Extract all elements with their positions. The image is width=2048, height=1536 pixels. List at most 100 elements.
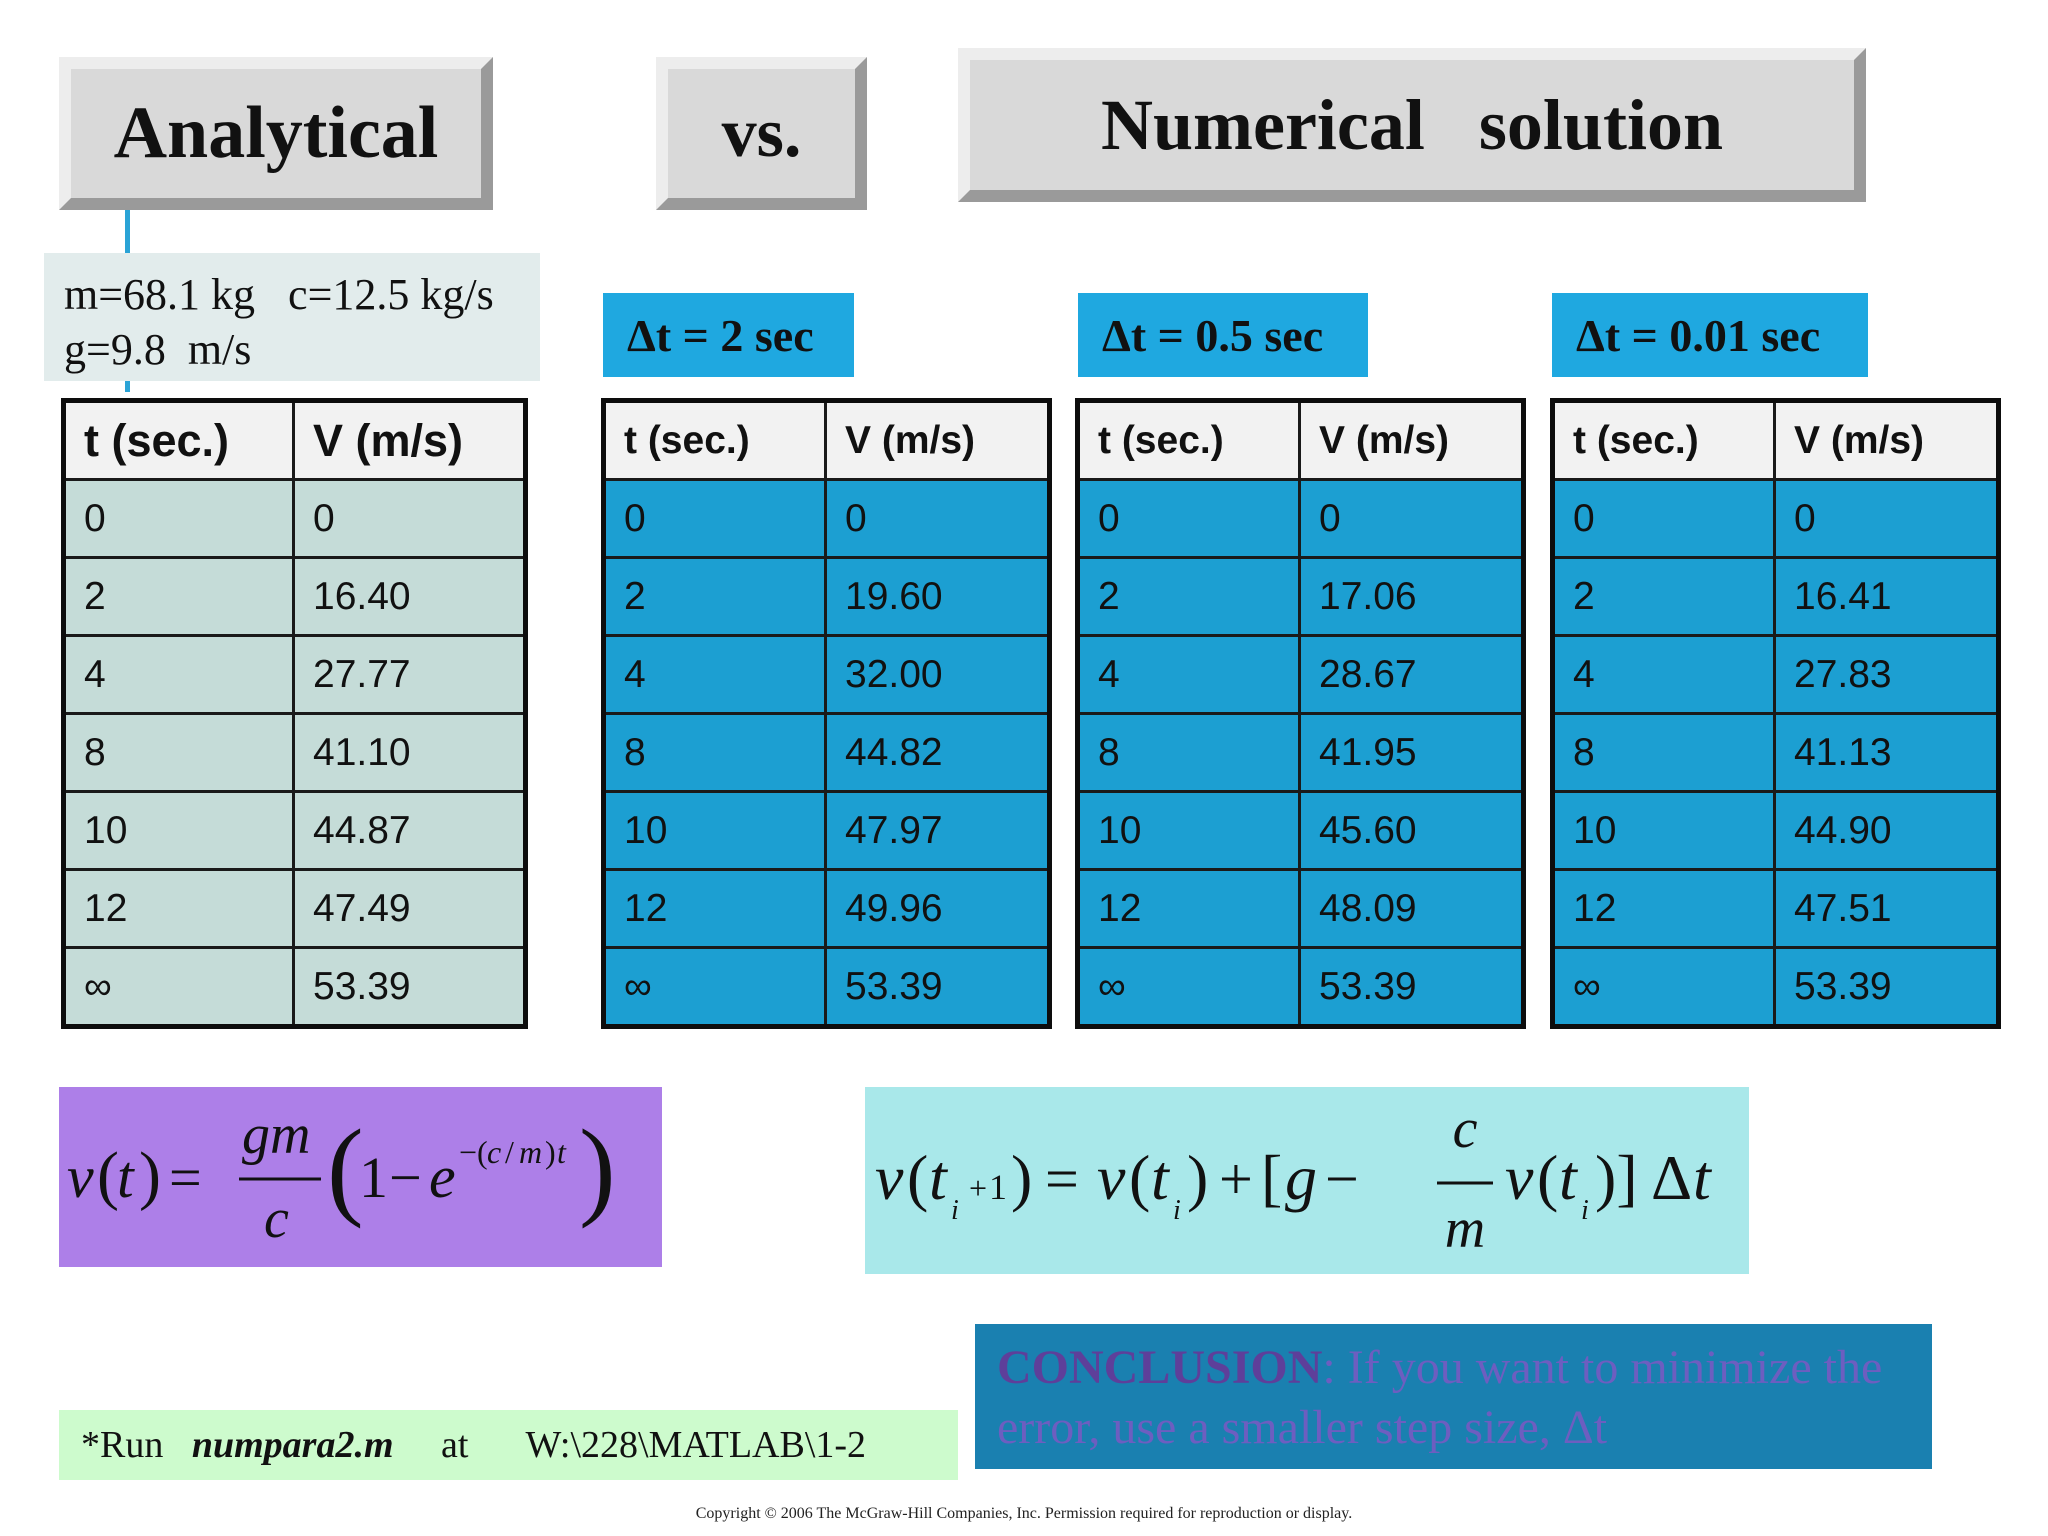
svg-text:): ) <box>139 1139 161 1212</box>
table-row: 2 19.60 <box>602 556 1051 637</box>
vs-header: vs. <box>656 57 867 210</box>
table-row: 4 27.83 <box>1551 634 2000 715</box>
cell-t: 2 <box>1076 556 1301 637</box>
svg-text:(: ( <box>907 1142 928 1213</box>
svg-text:t: t <box>1559 1142 1579 1213</box>
cell-t: 2 <box>602 556 827 637</box>
cell-v: 45.60 <box>1298 790 1525 871</box>
cell-t: 10 <box>1076 790 1301 871</box>
numerical-title: Numerical solution <box>1101 84 1723 165</box>
header-v: V (m/s) <box>292 399 527 481</box>
table-row: 8 41.13 <box>1551 712 2000 793</box>
cell-t: 12 <box>602 868 827 949</box>
svg-text:e: e <box>429 1144 456 1210</box>
dt-label-text: Δt = 0.5 sec <box>1102 309 1324 361</box>
cell-v: 41.10 <box>292 712 527 793</box>
table-row: 10 45.60 <box>1076 790 1525 871</box>
table-header-row: t (sec.) V (m/s) <box>1551 399 2000 481</box>
header-t: t (sec.) <box>602 399 827 481</box>
svg-text:t: t <box>1151 1142 1171 1213</box>
svg-text:): ) <box>1011 1142 1032 1213</box>
svg-text:g: g <box>1285 1142 1317 1213</box>
cell-v: 0 <box>292 478 527 559</box>
svg-text:i: i <box>1173 1195 1181 1226</box>
svg-text:c: c <box>1453 1098 1478 1160</box>
svg-text:+: + <box>969 1170 987 1206</box>
cell-v: 19.60 <box>824 556 1051 637</box>
table-row: 12 47.49 <box>62 868 527 949</box>
cell-t: 8 <box>1076 712 1301 793</box>
cell-v: 47.51 <box>1773 868 2000 949</box>
svg-text:): ) <box>1187 1142 1208 1213</box>
conclusion-box: CONCLUSION: If you want to minimize the … <box>975 1324 1932 1469</box>
cell-v: 41.95 <box>1298 712 1525 793</box>
cell-t: 2 <box>62 556 295 637</box>
numerical-formula: v ( t i + 1 ) = v ( t i ) + [ g − c m v … <box>865 1087 1749 1274</box>
table-row: 4 28.67 <box>1076 634 1525 715</box>
cell-t: 0 <box>1076 478 1301 559</box>
cell-v: 27.77 <box>292 634 527 715</box>
table-header-row: t (sec.) V (m/s) <box>62 399 527 481</box>
run-script: numpara2.m <box>191 1424 394 1466</box>
params-line-2: g=9.8 m/s <box>64 325 252 374</box>
connector-line-lower <box>125 380 130 392</box>
analytical-formula-graphic: v ( t ) = gm c ( 1 − e −( c / m ) t ) <box>67 1104 616 1250</box>
table-row: ∞ 53.39 <box>1551 946 2000 1028</box>
table-row: 8 44.82 <box>602 712 1051 793</box>
cell-v: 53.39 <box>1773 946 2000 1028</box>
svg-text:c: c <box>487 1134 501 1170</box>
svg-text:+: + <box>1219 1146 1253 1212</box>
table-row: 4 27.77 <box>62 634 527 715</box>
table-row: 2 16.41 <box>1551 556 2000 637</box>
cell-t: 8 <box>602 712 827 793</box>
cell-t: 12 <box>1551 868 1776 949</box>
table-row: ∞ 53.39 <box>1076 946 1525 1028</box>
table-row: ∞ 53.39 <box>62 946 527 1028</box>
header-t: t (sec.) <box>1551 399 1776 481</box>
svg-text:v: v <box>67 1144 94 1210</box>
dt-label-text: Δt = 0.01 sec <box>1576 309 1821 361</box>
table-row: 8 41.10 <box>62 712 527 793</box>
svg-text:i: i <box>951 1195 959 1226</box>
svg-text:t: t <box>117 1144 135 1210</box>
cell-t: 4 <box>602 634 827 715</box>
dt-label-text: Δt = 2 sec <box>627 309 814 361</box>
svg-text:i: i <box>1581 1195 1589 1226</box>
cell-t: 4 <box>1551 634 1776 715</box>
svg-text:): ) <box>545 1134 556 1170</box>
cell-v: 0 <box>824 478 1051 559</box>
header-t: t (sec.) <box>1076 399 1301 481</box>
cell-v: 28.67 <box>1298 634 1525 715</box>
header-v: V (m/s) <box>824 399 1051 481</box>
dt-label-0-5: Δt = 0.5 sec <box>1078 293 1368 377</box>
cell-t: 0 <box>1551 478 1776 559</box>
cell-t: ∞ <box>62 946 295 1028</box>
cell-v: 53.39 <box>824 946 1051 1028</box>
cell-t: 12 <box>1076 868 1301 949</box>
header-t: t (sec.) <box>62 399 295 481</box>
cell-v: 27.83 <box>1773 634 2000 715</box>
conclusion-text: : If you want to minimize the error, use… <box>997 1341 1883 1454</box>
cell-v: 16.40 <box>292 556 527 637</box>
copyright-footer: Copyright © 2006 The McGraw-Hill Compani… <box>695 1505 1353 1522</box>
analytical-title: Analytical <box>113 92 439 174</box>
svg-text:)]: )] <box>1595 1142 1638 1213</box>
table-row: 8 41.95 <box>1076 712 1525 793</box>
run-note: *Run numpara2.m at W:\228\MATLAB\1-2 <box>59 1410 958 1480</box>
table-row: 12 49.96 <box>602 868 1051 949</box>
svg-text:v: v <box>875 1142 904 1213</box>
cell-v: 44.90 <box>1773 790 2000 871</box>
table-row: 2 17.06 <box>1076 556 1525 637</box>
svg-text:m: m <box>519 1134 542 1170</box>
cell-t: ∞ <box>1076 946 1301 1028</box>
svg-text:[: [ <box>1261 1142 1282 1213</box>
dt-label-0-01: Δt = 0.01 sec <box>1552 293 1868 377</box>
cell-v: 44.82 <box>824 712 1051 793</box>
dt-label-2: Δt = 2 sec <box>603 293 854 377</box>
table-row: ∞ 53.39 <box>602 946 1051 1028</box>
cell-t: ∞ <box>602 946 827 1028</box>
